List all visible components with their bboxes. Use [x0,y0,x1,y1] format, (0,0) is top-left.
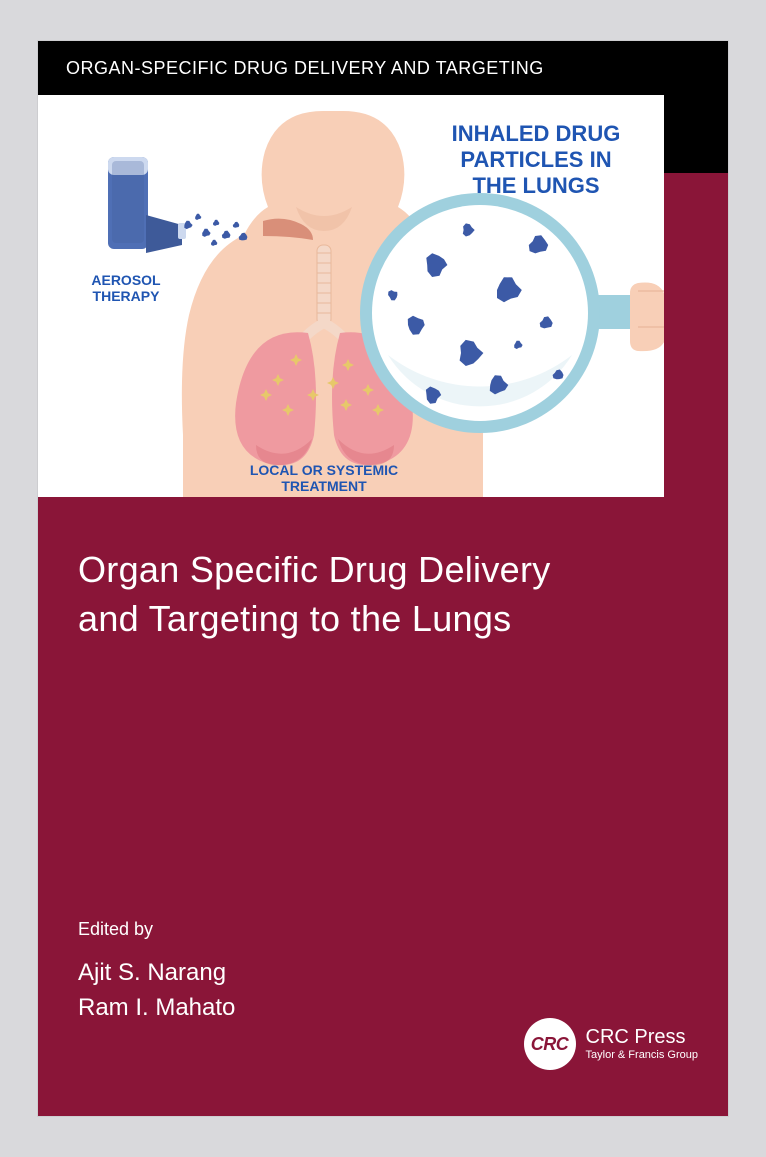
title-line-1: Organ Specific Drug Delivery [78,546,668,595]
svg-text:INHALED DRUGPARTICLES INTHE LU: INHALED DRUGPARTICLES INTHE LUNGS [452,121,621,198]
illustration-svg: AEROSOLTHERAPY INHALED DRUGPARTICLES INTH… [38,95,664,497]
title-line-2: and Targeting to the Lungs [78,595,668,644]
svg-text:AEROSOLTHERAPY: AEROSOLTHERAPY [91,272,161,304]
series-title: ORGAN-SPECIFIC DRUG DELIVERY AND TARGETI… [66,58,544,79]
book-cover: ORGAN-SPECIFIC DRUG DELIVERY AND TARGETI… [38,41,728,1116]
publisher-name: CRC Press [586,1026,698,1049]
editor-2: Ram I. Mahato [78,991,235,1026]
publisher-badge-icon: CRC [524,1018,576,1070]
editor-1: Ajit S. Narang [78,956,235,991]
corner-block [664,41,728,173]
edited-by-label: Edited by [78,919,235,940]
title-block: Organ Specific Drug Delivery and Targeti… [78,546,668,643]
publisher-subtitle: Taylor & Francis Group [586,1049,698,1062]
publisher-text: CRC Press Taylor & Francis Group [586,1026,698,1062]
publisher-badge-text: CRC [531,1034,569,1055]
cover-illustration: AEROSOLTHERAPY INHALED DRUGPARTICLES INTH… [38,95,664,497]
series-bar: ORGAN-SPECIFIC DRUG DELIVERY AND TARGETI… [38,41,664,95]
publisher-block: CRC CRC Press Taylor & Francis Group [524,1018,698,1070]
credits-block: Edited by Ajit S. Narang Ram I. Mahato [78,919,235,1026]
